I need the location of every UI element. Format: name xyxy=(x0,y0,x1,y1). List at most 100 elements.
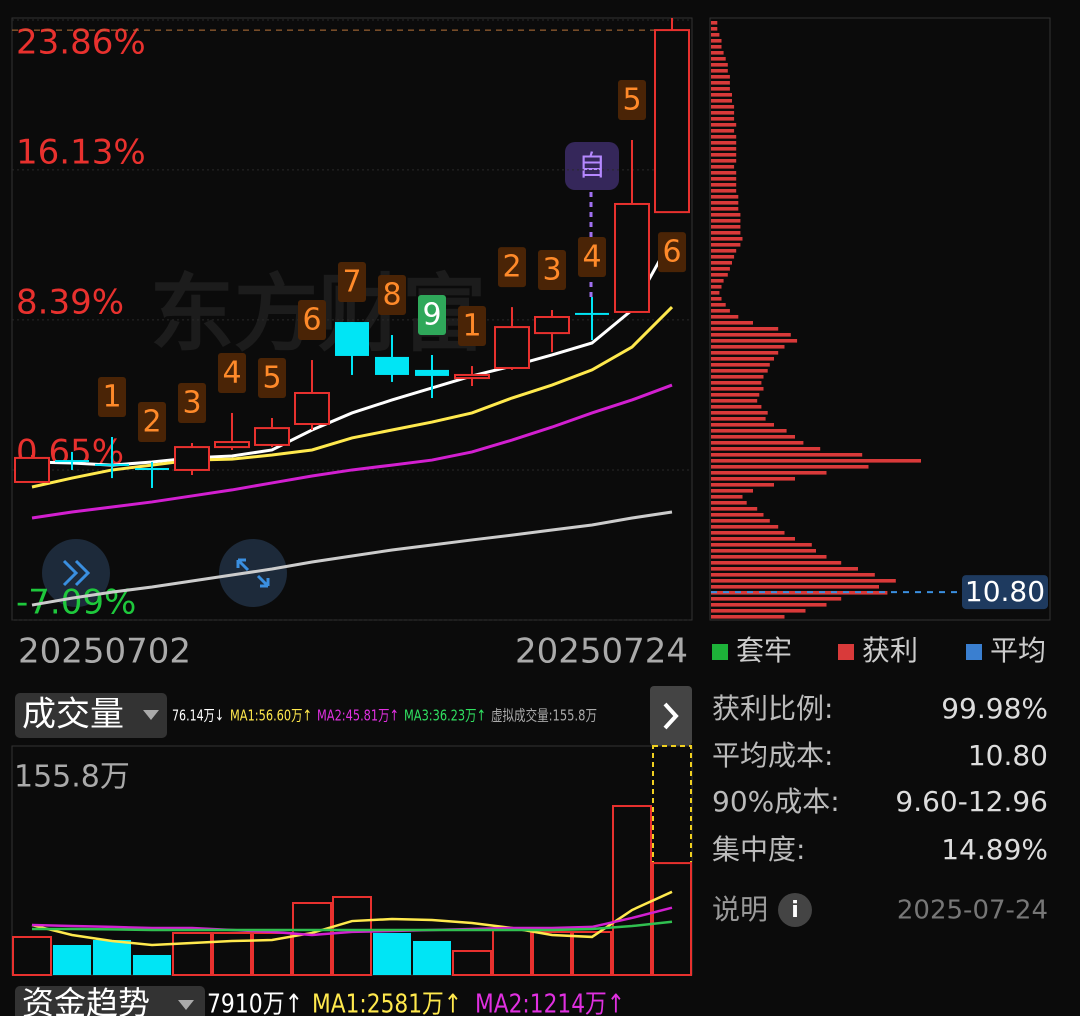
candle-body xyxy=(135,468,169,471)
avg-cost-box xyxy=(962,575,1048,610)
volume-bar xyxy=(413,941,451,975)
volume-bar xyxy=(53,945,91,975)
volume-dropdown[interactable]: 成交量 xyxy=(15,693,167,738)
chip-bar xyxy=(711,267,730,271)
badge-bg xyxy=(565,142,619,190)
chip-bar xyxy=(711,321,753,325)
stat-label: 90%成本: xyxy=(712,785,840,818)
chip-bar xyxy=(711,93,732,97)
stat-value: 10.80 xyxy=(968,739,1048,772)
td-badge xyxy=(458,306,486,347)
y-tick-label: 16.13% xyxy=(16,132,146,172)
chip-bar xyxy=(711,459,921,463)
chip-bar xyxy=(711,471,827,475)
virtual-volume xyxy=(652,745,692,976)
chip-bar xyxy=(711,381,762,385)
chip-bar xyxy=(711,327,779,331)
td-badge xyxy=(98,376,126,417)
ma-line xyxy=(31,383,673,520)
chip-bar xyxy=(711,543,812,547)
chip-bar xyxy=(711,387,764,391)
td-badge xyxy=(498,247,526,288)
td-badge xyxy=(538,250,566,291)
stat-value: 99.98% xyxy=(941,692,1048,725)
y-tick-label: 155.8万 xyxy=(14,760,130,795)
nav-icon[interactable] xyxy=(62,559,91,587)
chip-bar xyxy=(711,285,722,289)
candle-body xyxy=(654,29,690,214)
td-badge xyxy=(658,232,686,273)
chip-bar xyxy=(711,357,774,361)
candle-body xyxy=(14,456,50,483)
chip-bar xyxy=(711,51,724,55)
volume-ma-line xyxy=(31,906,673,937)
td-badge xyxy=(338,262,366,303)
next-icon[interactable] xyxy=(663,702,679,730)
candle-body xyxy=(174,446,210,471)
chip-bar xyxy=(711,411,768,415)
volume-header-item: 虚拟成交量:155.8万 xyxy=(491,707,597,725)
td-badge xyxy=(578,237,606,278)
chip-bar xyxy=(711,231,741,235)
candle-body xyxy=(614,202,650,313)
chip-bar xyxy=(711,441,804,445)
candle-body xyxy=(415,369,449,376)
chip-bar xyxy=(711,105,735,109)
volume-bar xyxy=(572,931,612,977)
td-badge xyxy=(618,80,646,120)
dropdown-bg[interactable] xyxy=(15,693,167,738)
chip-bar xyxy=(711,375,764,379)
chip-bar xyxy=(711,519,770,523)
chip-bar xyxy=(711,405,762,409)
legend-label: 平均 xyxy=(990,634,1046,667)
footer-item: MA1:2581万↑ xyxy=(312,990,462,1016)
chip-bar xyxy=(711,81,730,85)
chip-bar xyxy=(711,453,863,457)
volume-header-item: MA3:36.23万↑ xyxy=(404,707,486,725)
chip-bar xyxy=(711,339,798,343)
chip-bar xyxy=(711,195,739,199)
chip-bar xyxy=(711,351,779,355)
info-glyph[interactable]: i xyxy=(791,898,799,923)
chip-bar xyxy=(711,135,737,139)
legend-label: 套牢 xyxy=(736,634,792,667)
nav-button[interactable] xyxy=(42,539,110,607)
chip-bar xyxy=(711,153,737,157)
chip-bar xyxy=(711,189,737,193)
volume-ma-line xyxy=(32,920,673,932)
chip-bar xyxy=(711,585,879,589)
expand-icon[interactable] xyxy=(236,558,270,588)
y-tick-label: 8.39% xyxy=(16,282,124,322)
dropdown-arrow[interactable] xyxy=(143,710,159,720)
chip-bar xyxy=(711,315,739,319)
dropdown-arrow[interactable] xyxy=(178,1000,194,1010)
chip-bar xyxy=(711,597,842,601)
volume-bar xyxy=(612,805,652,977)
footer-title[interactable]: 资金趋势 xyxy=(22,984,150,1016)
y-tick-label: -7.09% xyxy=(16,583,136,623)
td-label: 3 xyxy=(542,253,561,288)
info-icon[interactable] xyxy=(778,893,812,927)
footer-dropdown[interactable]: 资金趋势 xyxy=(15,984,205,1016)
next-button-bg[interactable] xyxy=(650,686,692,746)
next-button[interactable] xyxy=(650,686,692,746)
volume-title[interactable]: 成交量 xyxy=(22,695,124,735)
td-badge xyxy=(298,300,326,341)
chip-bar xyxy=(711,123,737,127)
dropdown-bg[interactable] xyxy=(15,986,205,1016)
legend-swatch xyxy=(712,644,728,660)
chip-bar xyxy=(711,177,737,181)
chip-bar xyxy=(711,393,760,397)
chip-bar xyxy=(711,117,735,121)
ma-line xyxy=(31,237,674,467)
chip-bar xyxy=(711,171,737,175)
td-label: 8 xyxy=(382,278,401,313)
td-label: 1 xyxy=(462,309,481,344)
volume-bar xyxy=(172,932,212,977)
chip-bar xyxy=(711,75,730,79)
legend-label: 获利 xyxy=(862,634,918,667)
chip-bar xyxy=(711,555,827,559)
chip-bar xyxy=(711,249,737,253)
chip-bar xyxy=(711,309,730,313)
stat-label: 集中度: xyxy=(712,833,805,866)
